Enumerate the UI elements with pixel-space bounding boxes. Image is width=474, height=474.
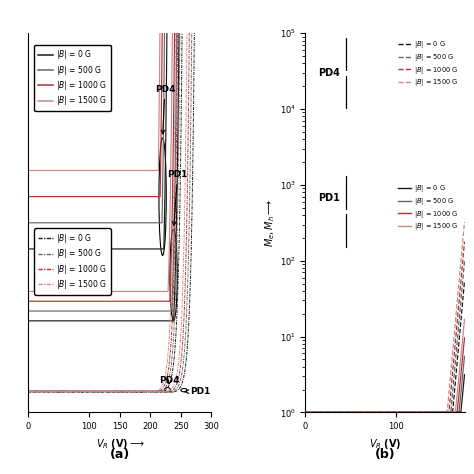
- Text: PD1: PD1: [184, 387, 210, 396]
- Text: PD1: PD1: [319, 193, 340, 203]
- Legend: $|B|$ = 0 G, $|B|$ = 500 G, $|B|$ = 1000 G, $|B|$ = 1500 G: $|B|$ = 0 G, $|B|$ = 500 G, $|B|$ = 1000…: [34, 228, 111, 295]
- Legend: $|B|$ = 0 G, $|B|$ = 500 G, $|B|$ = 1000 G, $|B|$ = 1500 G: $|B|$ = 0 G, $|B|$ = 500 G, $|B|$ = 1000…: [395, 181, 461, 235]
- Text: PD4: PD4: [160, 376, 180, 385]
- X-axis label: $V_R$ $\mathbf{(V)}$: $V_R$ $\mathbf{(V)}$: [369, 437, 401, 451]
- Text: (a): (a): [110, 448, 130, 461]
- Text: PD4: PD4: [319, 68, 340, 78]
- Text: PD4: PD4: [155, 85, 175, 134]
- Text: (b): (b): [374, 448, 395, 461]
- X-axis label: $V_R$ $\mathbf{(V)}\longrightarrow$: $V_R$ $\mathbf{(V)}\longrightarrow$: [96, 437, 144, 451]
- Y-axis label: $M_e, M_h \longrightarrow$: $M_e, M_h \longrightarrow$: [263, 199, 277, 247]
- Text: PD1: PD1: [167, 170, 188, 225]
